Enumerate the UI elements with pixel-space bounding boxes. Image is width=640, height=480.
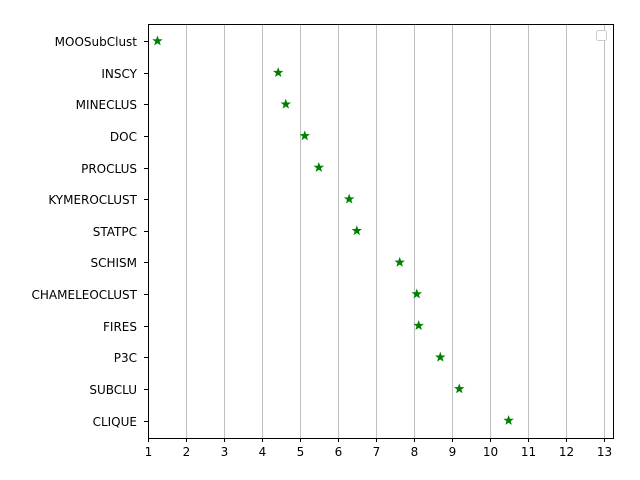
y-tick-label: SCHISM <box>90 256 137 270</box>
y-tick-label: KYMEROCLUST <box>48 193 137 207</box>
data-point-star <box>435 351 446 362</box>
y-tick-label: STATPC <box>93 225 137 239</box>
x-tick-label: 9 <box>449 445 457 459</box>
x-tick-label: 13 <box>597 445 612 459</box>
y-tick-label: PROCLUS <box>81 162 137 176</box>
data-point-star <box>503 415 514 425</box>
data-points <box>152 35 514 425</box>
x-tick-label: 6 <box>335 445 343 459</box>
data-point-star <box>394 256 405 267</box>
data-point-star <box>152 35 163 46</box>
x-tick-label: 5 <box>297 445 305 459</box>
legend-box <box>596 30 607 41</box>
x-tick-label: 7 <box>373 445 381 459</box>
x-tick-label: 11 <box>521 445 536 459</box>
y-tick-label: INSCY <box>101 67 137 81</box>
x-tick-label: 12 <box>559 445 574 459</box>
x-tick-label: 8 <box>411 445 419 459</box>
axes <box>148 24 614 439</box>
x-tick-label: 1 <box>145 445 153 459</box>
x-tick-label: 3 <box>221 445 229 459</box>
x-tick-label: 2 <box>183 445 191 459</box>
y-tick-label: CLIQUE <box>93 415 137 429</box>
y-tick-label: MOOSubClust <box>55 35 138 49</box>
data-point-star <box>454 383 465 394</box>
data-point-star <box>351 225 362 236</box>
y-axis-ticks: MOOSubClust INSCY MINECLUS DOC PROCLUS KYMERO… <box>32 35 148 429</box>
y-tick-label: DOC <box>110 130 137 144</box>
y-tick-label: P3C <box>114 351 137 365</box>
y-tick-label: MINECLUS <box>76 98 137 112</box>
y-tick-label: FIRES <box>103 320 137 334</box>
x-tick-label: 10 <box>483 445 498 459</box>
x-axis-ticks: 1 2 3 4 5 6 7 8 9 10 11 12 13 <box>145 438 612 459</box>
grid-lines <box>148 24 605 438</box>
plot-frame <box>148 24 614 439</box>
legend <box>596 30 607 41</box>
data-point-star <box>313 162 325 172</box>
data-point-star <box>411 288 422 299</box>
data-point-star <box>272 67 284 78</box>
data-point-star <box>299 130 310 141</box>
y-tick-label: CHAMELEOCLUST <box>32 288 138 302</box>
data-point-star <box>280 98 292 109</box>
y-tick-label: SUBCLU <box>89 383 137 397</box>
x-tick-label: 4 <box>259 445 267 459</box>
data-point-star <box>343 193 355 204</box>
data-point-star <box>413 320 424 331</box>
